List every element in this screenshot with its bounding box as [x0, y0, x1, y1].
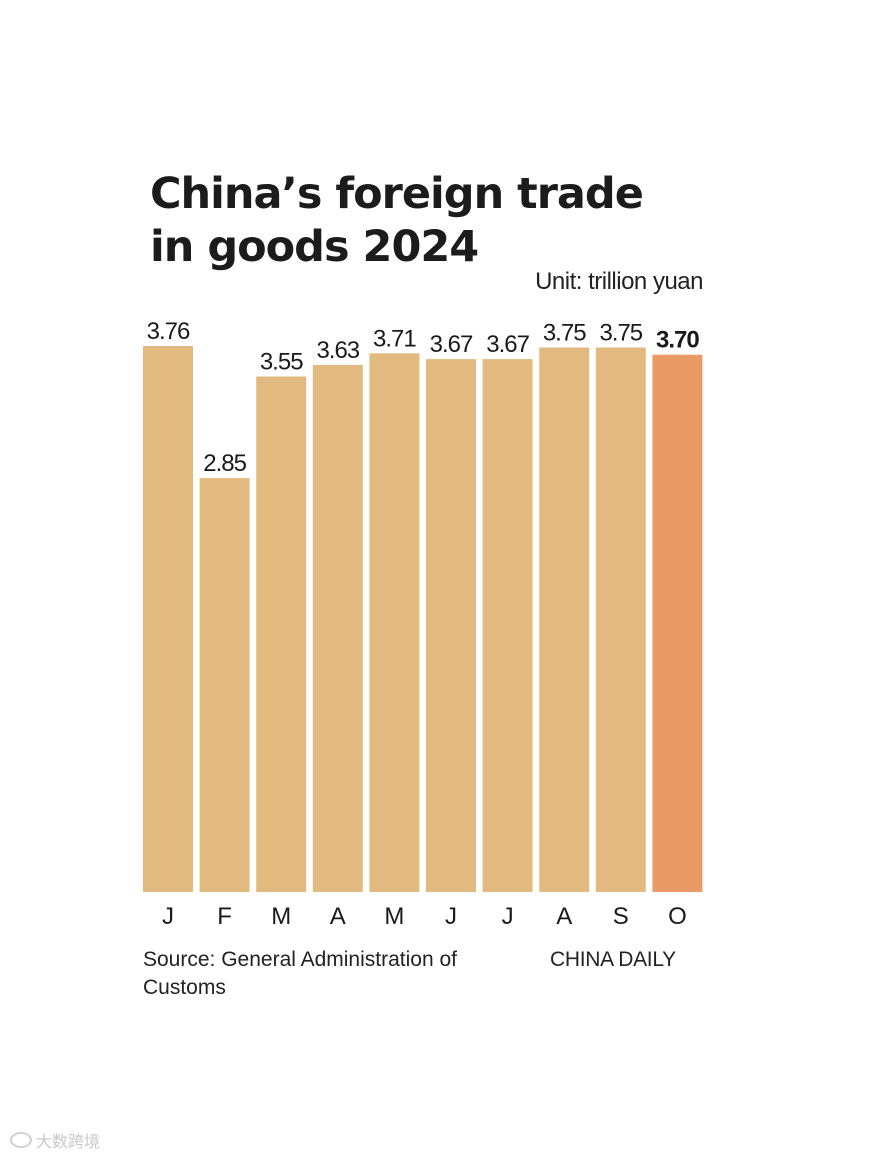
chart-title: China’s foreign trade in goods 2024: [150, 168, 710, 274]
x-tick-label-7: J: [502, 903, 514, 930]
chart-title-line-2: in goods 2024: [150, 222, 479, 272]
x-tick-label-3: M: [271, 903, 291, 930]
watermark: 大数跨境: [10, 1128, 100, 1152]
bar-value-label-5: 3.71: [373, 325, 416, 352]
bar-4: [312, 364, 363, 892]
x-tick-label-4: A: [330, 903, 346, 930]
x-tick-label-9: S: [613, 903, 629, 930]
chart-title-line-1: China’s foreign trade: [150, 169, 644, 219]
x-tick-label-1: J: [162, 903, 174, 930]
bar-value-label-9: 3.75: [599, 320, 642, 347]
bar-value-label-8: 3.75: [543, 320, 586, 347]
bar-value-label-3: 3.55: [260, 349, 303, 376]
bar-9: [595, 347, 646, 892]
bar-2: [199, 478, 250, 892]
x-tick-label-10: O: [668, 903, 687, 930]
bar-6: [426, 359, 476, 893]
watermark-logo-icon: [10, 1132, 32, 1148]
bar-value-label-1: 3.76: [147, 318, 190, 345]
bar-8: [539, 347, 590, 892]
brand-credit: CHINA DAILY: [550, 948, 676, 971]
source-note: Source: General Administration of Custom…: [143, 948, 457, 999]
unit-label: Unit: trillion yuan: [535, 268, 703, 295]
bar-5: [369, 353, 420, 892]
bar-3: [256, 376, 307, 892]
bar-chart: 3.76 J 2.85 F 3.55 M 3.63 A 3.71 M 3.67 J 3.67 J 3.75 A…: [143, 318, 703, 930]
watermark-text: 大数跨境: [36, 1134, 101, 1151]
bar-value-label-10: 3.70: [656, 327, 699, 354]
x-tick-label-6: J: [445, 903, 457, 930]
bar-value-label-6: 3.67: [430, 331, 473, 358]
bar-value-label-7: 3.67: [486, 331, 529, 358]
bar-7: [482, 359, 533, 893]
x-tick-label-8: A: [556, 903, 572, 930]
bar-1: [143, 346, 193, 892]
bar-10: [652, 354, 703, 892]
bar-value-label-2: 2.85: [203, 450, 246, 477]
x-tick-label-2: F: [217, 903, 232, 930]
bar-value-label-4: 3.63: [316, 337, 359, 364]
x-tick-label-5: M: [384, 903, 404, 930]
